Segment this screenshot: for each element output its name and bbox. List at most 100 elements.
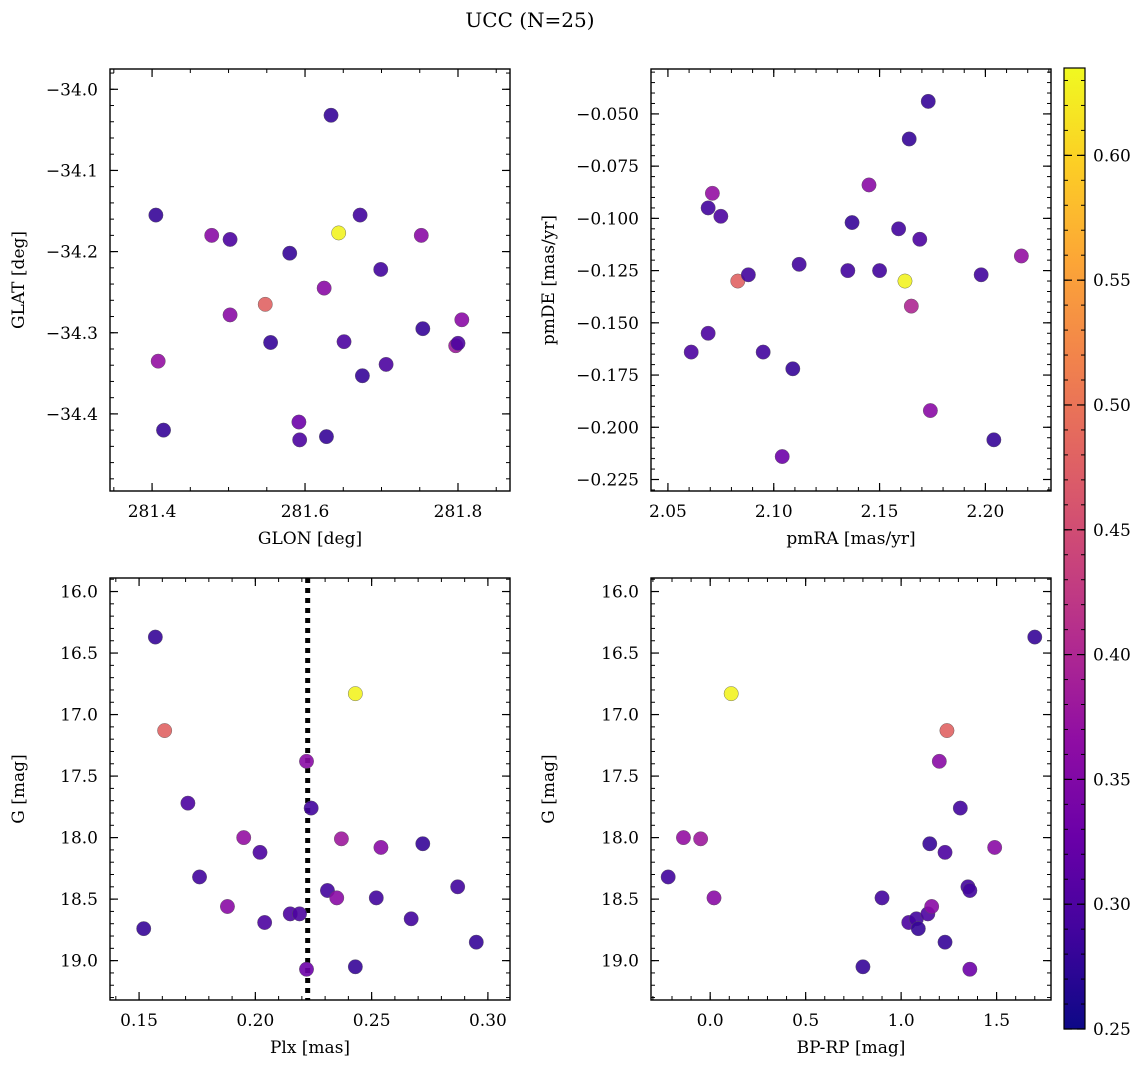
- scatter-point: [844, 215, 860, 230]
- scatter-point: [303, 800, 319, 816]
- y-tick-label: 19.0: [60, 952, 98, 972]
- scatter-point: [706, 890, 722, 906]
- scatter-point: [373, 840, 389, 855]
- scatter-point: [222, 232, 238, 247]
- axes-frame: [109, 68, 511, 492]
- y-tick-label: −0.175: [576, 366, 639, 386]
- colorbar-tick-label: 0.50: [1093, 396, 1131, 416]
- scatter-point: [319, 429, 334, 445]
- scatter-point: [292, 432, 308, 448]
- scatter-point: [222, 307, 238, 323]
- x-tick-label: 0.15: [120, 1011, 158, 1031]
- y-tick-label: 16.5: [601, 644, 639, 664]
- y-tick-label: 17.5: [601, 767, 639, 787]
- colorbar-tick-label: 0.40: [1093, 646, 1131, 666]
- scatter-point: [180, 795, 196, 811]
- x-tick-label: 281.6: [281, 502, 330, 522]
- scatter-point: [660, 869, 676, 885]
- scatter-point: [282, 245, 298, 261]
- y-tick-label: 18.5: [60, 890, 98, 910]
- scatter-point: [973, 267, 989, 283]
- scatter-point: [156, 422, 171, 438]
- x-tick-label: 281.8: [434, 502, 483, 522]
- colorbar-tick-label: 0.35: [1093, 770, 1131, 790]
- scatter-point: [897, 273, 913, 289]
- scatter-point: [354, 368, 370, 384]
- scatter-point: [450, 335, 466, 351]
- scatter-point: [468, 934, 484, 950]
- x-tick-label: 0.0: [697, 1011, 724, 1031]
- scatter-point: [723, 686, 739, 702]
- colorbar-tick-label: 0.30: [1093, 895, 1131, 915]
- scatter-point: [378, 356, 394, 372]
- scatter-point: [292, 906, 307, 922]
- y-axis-label: GLAT [deg]: [9, 231, 29, 329]
- scatter-point: [192, 869, 207, 885]
- scatter-point: [257, 915, 273, 930]
- scatter-point: [352, 207, 368, 223]
- axes-frame: [109, 577, 511, 1001]
- x-tick-label: 0.20: [236, 1011, 274, 1031]
- y-tick-label: −0.200: [576, 418, 639, 438]
- scatter-point: [922, 836, 938, 852]
- colorbar: 0.25 0.30 0.35 0.40 0.45 0.50 0.55 0.60: [1063, 67, 1131, 1040]
- scatter-point: [791, 256, 807, 272]
- scatter-point: [755, 344, 771, 360]
- scatter-point: [291, 414, 307, 430]
- y-axis-label: pmDE [mas/yr]: [539, 215, 559, 345]
- y-tick-label: 18.0: [601, 829, 639, 849]
- y-tick-label: 19.0: [601, 952, 639, 972]
- scatter-point: [713, 208, 729, 224]
- panel-bprp-g: 0.0 0.5 1.0 1.5 16.0 16.5 17.0 17.5 18.0 18.5 19.0…: [539, 577, 1052, 1058]
- y-tick-label: 17.0: [601, 706, 639, 726]
- panel-plx-g: 0.15 0.20 0.25 0.30 16.0 16.5 17.0 17.5 18.0 18.5…: [9, 577, 511, 1058]
- scatter-point: [952, 800, 968, 816]
- y-tick-label: −34.0: [46, 80, 98, 100]
- scatter-point: [150, 353, 166, 369]
- scatter-point: [403, 911, 419, 927]
- axes-frame: [650, 68, 1052, 492]
- scatter-point: [257, 296, 273, 312]
- scatter-point: [299, 961, 314, 977]
- y-tick-label: 17.5: [60, 767, 98, 787]
- scatter-point: [454, 312, 470, 328]
- y-tick-label: −34.4: [46, 405, 98, 425]
- scatter-point: [331, 225, 347, 241]
- x-axis-label: GLON [deg]: [258, 529, 362, 549]
- scatter-point: [347, 686, 363, 702]
- scatter-point: [347, 959, 363, 975]
- scatter-point: [922, 403, 938, 418]
- scatter-point: [299, 753, 314, 769]
- scatter-point: [903, 298, 919, 314]
- scatter-point: [336, 334, 352, 350]
- colorbar-tick-label: 0.55: [1093, 271, 1131, 291]
- scatter-point: [252, 844, 268, 860]
- x-tick-label: 281.4: [128, 502, 177, 522]
- scatter-point: [785, 361, 801, 377]
- scatter-point: [937, 844, 953, 860]
- panel-glon-glat: 281.4 281.6 281.8 −34.0 −34.1 −34.2 −34.3 −34.4…: [9, 68, 511, 549]
- scatter-point: [147, 629, 163, 645]
- scatter-point: [874, 890, 890, 906]
- y-tick-label: 17.0: [60, 706, 98, 726]
- scatter-point: [323, 107, 339, 123]
- scatter-point: [415, 836, 431, 852]
- scatter-point: [1013, 248, 1029, 264]
- x-tick-label: 0.5: [792, 1011, 819, 1031]
- x-axis-label: BP-RP [mag]: [797, 1038, 906, 1058]
- y-tick-label: 16.0: [60, 583, 98, 603]
- panel-pmra-pmde: 2.05 2.10 2.15 2.20 −0.050 −0.075 −0.100 −0.125…: [539, 68, 1052, 549]
- x-tick-label: 2.20: [966, 502, 1004, 522]
- scatter-point: [263, 335, 279, 350]
- scatter-point: [329, 890, 345, 906]
- scatter-point: [413, 227, 429, 243]
- y-tick-label: 16.5: [60, 644, 98, 664]
- scatter-point: [774, 449, 790, 464]
- scatter-point: [700, 200, 716, 216]
- figure-title: UCC (N=25): [465, 8, 594, 32]
- scatter-point: [855, 959, 871, 975]
- y-axis-label: G [mag]: [539, 754, 559, 823]
- y-tick-label: 16.0: [601, 583, 639, 603]
- x-axis-label: Plx [mas]: [270, 1038, 350, 1058]
